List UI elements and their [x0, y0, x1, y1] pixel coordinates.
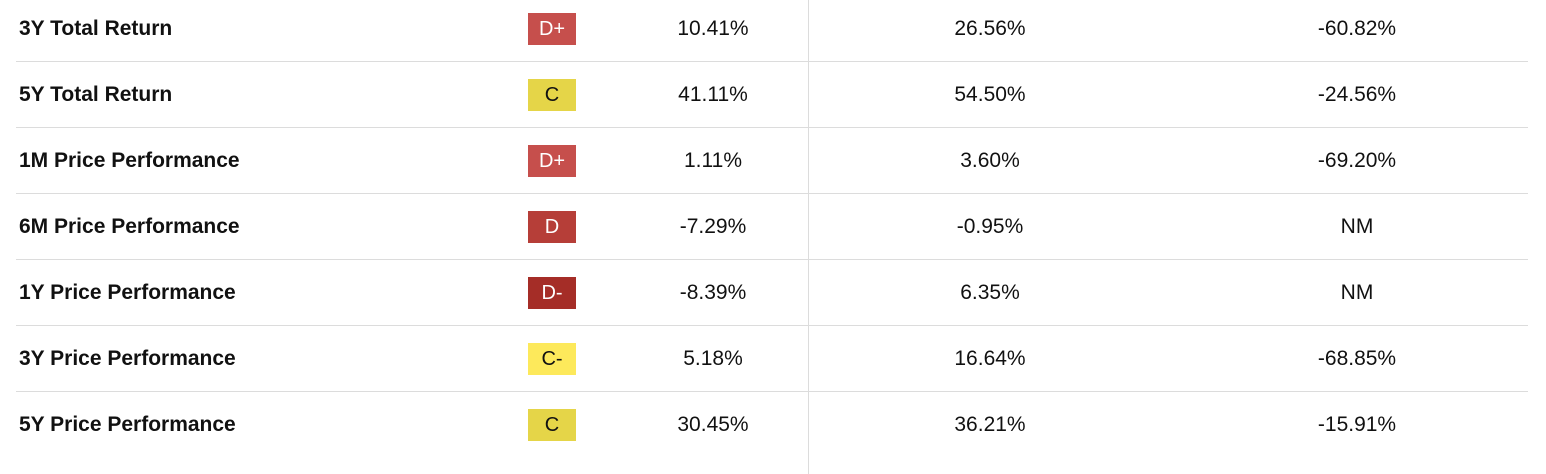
value-cell: 10.41%: [677, 17, 749, 40]
table-row: 5Y Price Performance C 30.45% 36.21% -15.91%: [16, 392, 1528, 458]
row-label: 1Y Price Performance: [19, 281, 236, 304]
table-row: 3Y Total Return D+ 10.41% 26.56% -60.82%: [16, 0, 1528, 62]
value-cell: -68.85%: [1317, 347, 1397, 370]
value-cell: -0.95%: [956, 215, 1024, 238]
table-row: 3Y Price Performance C- 5.18% 16.64% -68.85%: [16, 326, 1528, 392]
row-label: 3Y Total Return: [19, 17, 173, 40]
table-row: 1M Price Performance D+ 1.11% 3.60% -69.20%: [16, 128, 1528, 194]
grade-badge: D: [528, 211, 576, 243]
value-cell: 26.56%: [954, 17, 1026, 40]
value-cell: 41.11%: [678, 83, 748, 106]
value-cell: NM: [1340, 215, 1374, 238]
value-cell: NM: [1340, 281, 1374, 304]
row-label: 6M Price Performance: [19, 215, 240, 238]
value-cell: 30.45%: [677, 413, 749, 436]
row-label: 3Y Price Performance: [19, 347, 236, 370]
value-cell: 16.64%: [954, 347, 1026, 370]
row-label: 5Y Total Return: [19, 83, 173, 106]
table-row: 6M Price Performance D -7.29% -0.95% NM: [16, 194, 1528, 260]
row-label: 1M Price Performance: [19, 149, 240, 172]
table-row: 1Y Price Performance D- -8.39% 6.35% NM: [16, 260, 1528, 326]
value-cell: -24.56%: [1317, 83, 1397, 106]
row-label: 5Y Price Performance: [19, 413, 236, 436]
grade-badge: D+: [528, 145, 576, 177]
value-cell: -15.91%: [1317, 413, 1397, 436]
value-cell: -60.82%: [1317, 17, 1397, 40]
value-cell: 6.35%: [960, 281, 1020, 304]
value-cell: -69.20%: [1317, 149, 1397, 172]
value-cell: -8.39%: [679, 281, 747, 304]
value-cell: 3.60%: [960, 149, 1020, 172]
value-cell: 54.50%: [954, 83, 1026, 106]
grade-badge: C: [528, 409, 576, 441]
table-row: 5Y Total Return C 41.11% 54.50% -24.56%: [16, 62, 1528, 128]
value-cell: 5.18%: [683, 347, 743, 370]
grade-badge: C-: [528, 343, 576, 375]
grade-badge: D-: [528, 277, 576, 309]
value-cell: 36.21%: [954, 413, 1026, 436]
grade-badge: D+: [528, 13, 576, 45]
column-divider: [808, 0, 809, 474]
grade-badge: C: [528, 79, 576, 111]
value-cell: -7.29%: [679, 215, 747, 238]
value-cell: 1.11%: [684, 149, 742, 172]
